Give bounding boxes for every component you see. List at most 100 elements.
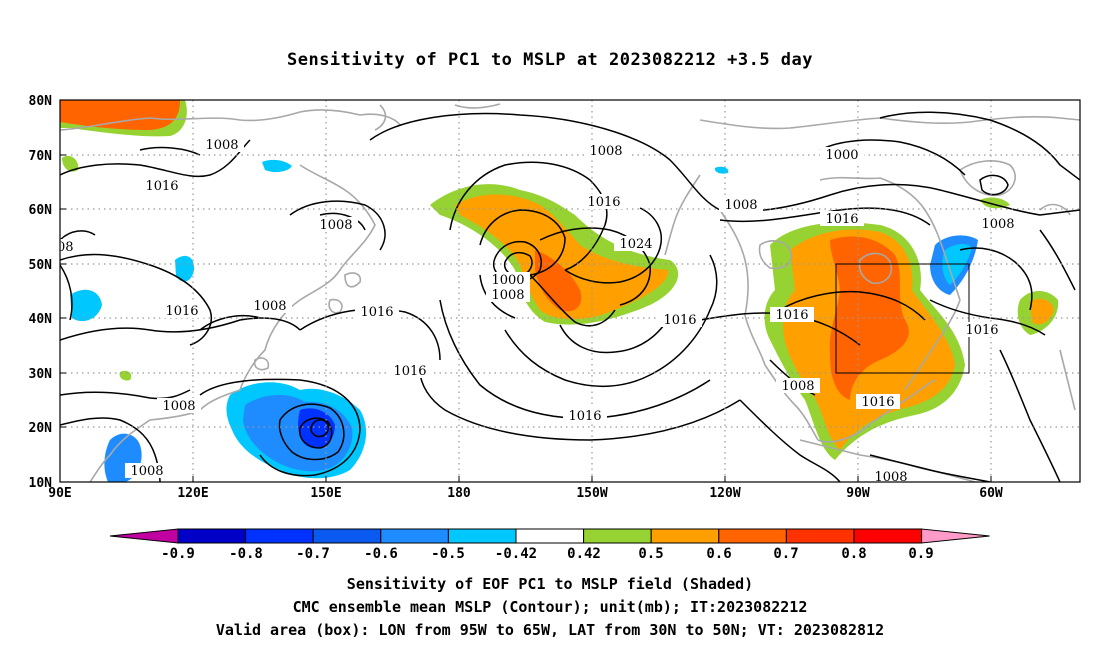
shade-green-greenland: [980, 197, 1010, 209]
colorbar-swatch: [515, 528, 585, 544]
contour-label: 1008: [248, 298, 292, 314]
svg-text:1008: 1008: [589, 144, 622, 159]
svg-text:1000: 1000: [825, 148, 858, 163]
colorbar-swatch: [921, 528, 990, 544]
lat-tick: 60N: [29, 203, 53, 218]
contour-label: 1016: [388, 363, 432, 379]
lon-tick: 90E: [48, 486, 71, 501]
contour-labels: 1008 1016 1008 1016 1008 1008 1016 1016 …: [40, 137, 1020, 485]
colorbar-swatch: [650, 528, 720, 544]
svg-text:1024: 1024: [619, 237, 652, 252]
svg-text:1000: 1000: [491, 273, 524, 288]
negative-sensitivity-shading: [70, 159, 978, 482]
svg-text:1016: 1016: [965, 323, 998, 338]
contour-label: 1016: [160, 303, 204, 319]
colorbar-swatch: [785, 528, 855, 544]
valid-area-box: [835, 263, 970, 374]
colorbar-label: 0.7: [773, 546, 798, 562]
shade-green-small-1: [62, 155, 79, 172]
contour-label: 1008: [976, 216, 1020, 232]
colorbar-label: -0.7: [296, 546, 330, 562]
svg-text:1008: 1008: [491, 288, 524, 303]
lon-tick: 60W: [979, 486, 1003, 501]
svg-text:1008: 1008: [40, 240, 73, 255]
lat-tick: 10N: [29, 476, 53, 491]
shade-red-arctic-core: [60, 100, 180, 130]
svg-text:1016: 1016: [825, 212, 858, 227]
colorbar-swatch: [312, 528, 382, 544]
map-title: Sensitivity of PC1 to MSLP at 2023082212…: [286, 50, 813, 70]
colorbar-label: -0.5: [431, 546, 465, 562]
lon-tick-labels: 90E 120E 150E 180 150W 120W 90W 60W: [48, 486, 1003, 501]
colorbar: -0.9 -0.8 -0.7 -0.6 -0.5 -0.42 0.42 0.5 …: [109, 528, 990, 562]
colorbar-labels: -0.9 -0.8 -0.7 -0.6 -0.5 -0.42 0.42 0.5 …: [161, 546, 934, 562]
shade-cyan-siberia-2: [70, 289, 102, 322]
contour-label: 1008: [719, 197, 763, 213]
contour-label: 1000: [820, 147, 864, 163]
caption-shading: Sensitivity of EOF PC1 to MSLP field (Sh…: [346, 575, 754, 593]
colorbar-label: -0.9: [161, 546, 195, 562]
contour-label: 1024: [614, 236, 658, 252]
axis-ticks: [59, 99, 992, 483]
shade-red-n-pacific: [535, 250, 582, 312]
shade-orange-n-pacific: [455, 194, 669, 320]
contour-label: 1016: [960, 322, 1004, 338]
shade-darkblue-w-pacific: [298, 408, 335, 449]
colorbar-label: 0.9: [908, 546, 933, 562]
colorbar-label: 0.42: [567, 546, 601, 562]
svg-text:1008: 1008: [874, 470, 907, 485]
lat-tick: 40N: [29, 312, 53, 327]
svg-text:1016: 1016: [393, 364, 426, 379]
contour-label: 1016: [355, 304, 399, 320]
lon-tick: 150W: [576, 486, 607, 501]
colorbar-swatch: [177, 528, 247, 544]
lat-tick: 30N: [29, 367, 53, 382]
lon-tick: 90W: [846, 486, 870, 501]
contour-label: 1008: [200, 137, 244, 153]
colorbar-swatch: [380, 528, 449, 544]
contour-label: 1008: [584, 143, 628, 159]
colorbar-swatch: [718, 528, 787, 544]
svg-text:1016: 1016: [587, 195, 620, 210]
shade-green-small-2: [119, 370, 132, 381]
lat-tick: 20N: [29, 421, 53, 436]
contour-label: 1008: [157, 398, 201, 414]
svg-text:1016: 1016: [775, 308, 808, 323]
colorbar-label: 0.8: [841, 546, 866, 562]
lon-tick: 120E: [177, 486, 208, 501]
svg-text:1008: 1008: [981, 217, 1014, 232]
contour-label: 1016: [820, 211, 864, 227]
shade-orange-atlantic: [1030, 298, 1054, 325]
caption-contour: CMC ensemble mean MSLP (Contour); unit(m…: [292, 598, 808, 616]
contour-label: 1016: [770, 307, 814, 323]
colorbar-label: -0.6: [364, 546, 398, 562]
svg-text:1008: 1008: [205, 138, 238, 153]
contour-label: 1016: [856, 394, 900, 410]
shade-cyan-siberia-1: [175, 255, 195, 282]
lon-tick: 180: [447, 486, 471, 501]
svg-text:1016: 1016: [165, 304, 198, 319]
contour-label: 1016: [582, 194, 626, 210]
contour-label: 1008: [869, 469, 913, 485]
shade-cyan-arctic: [262, 159, 292, 173]
colorbar-swatch: [583, 528, 652, 544]
svg-text:1016: 1016: [568, 409, 601, 424]
svg-text:1016: 1016: [663, 313, 696, 328]
colorbar-swatch: [245, 528, 314, 544]
colorbar-swatch: [853, 528, 923, 544]
contour-label: 1000: [486, 272, 530, 288]
svg-text:1008: 1008: [130, 464, 163, 479]
contour-label: 1008: [40, 239, 74, 255]
colorbar-swatch: [109, 528, 179, 544]
svg-text:1016: 1016: [360, 305, 393, 320]
colorbar-label: -0.8: [229, 546, 263, 562]
caption-valid-area: Valid area (box): LON from 95W to 65W, L…: [215, 621, 885, 639]
map-area: 1008 1016 1008 1016 1008 1008 1016 1016 …: [40, 100, 1080, 485]
contour-label: 1008: [486, 287, 530, 303]
svg-text:1008: 1008: [253, 299, 286, 314]
svg-text:1016: 1016: [861, 395, 894, 410]
colorbar-swatch: [447, 528, 517, 544]
contour-label: 1016: [658, 312, 702, 328]
lat-tick-labels: 80N 70N 60N 50N 40N 30N 20N 10N: [29, 94, 53, 491]
